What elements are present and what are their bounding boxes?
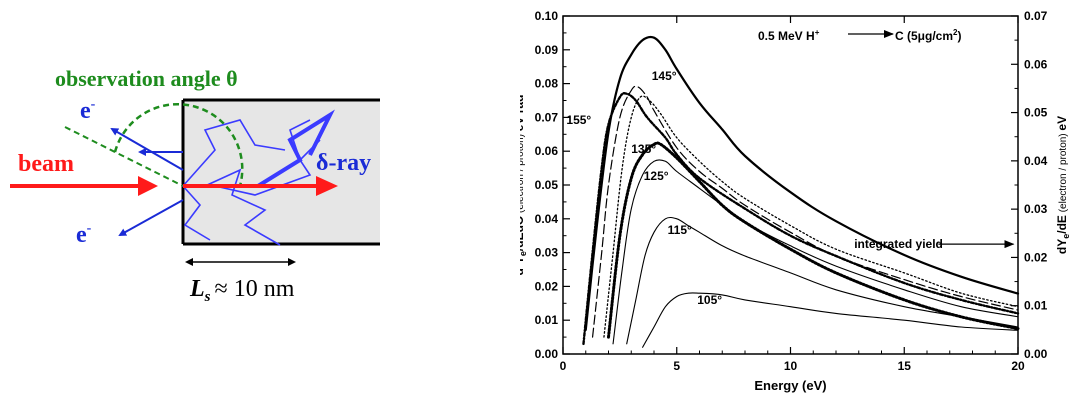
y-left-axis-label: d²Ye/dEdΘ (electron / proton) eV rad <box>520 95 528 276</box>
series-line-155 <box>582 92 1020 346</box>
electron-label-bottom: e- <box>76 221 92 248</box>
delta-ray-label: δ-ray <box>316 150 371 176</box>
y-left-tick-label: 0.09 <box>535 43 559 57</box>
y-left-tick-label: 0.05 <box>535 178 559 192</box>
series-layer <box>582 35 1020 348</box>
observation-angle-label: observation angle θ <box>55 66 238 91</box>
x-tick-label: 5 <box>673 359 680 373</box>
y-right-tick-label: 0.05 <box>1024 106 1048 120</box>
yield-chart: 0 5 10 15 200.000.010.020.030.040.050.060.07… <box>520 9 1071 393</box>
y-left-tick-label: 0.07 <box>535 110 559 124</box>
labels-layer: Energy (eV) d²Ye/dEdΘ (electron / proton)… <box>520 28 1071 393</box>
beam-annotation: 0.5 MeV H+ <box>758 28 820 43</box>
schematic-diagram: observation angle θ e- e- beam δ-ray Ls ≈… <box>10 66 380 305</box>
series-line-unlabeled-3 <box>603 95 1019 338</box>
beam-arrowhead-incoming <box>138 176 158 196</box>
electron-arrow-down <box>118 199 184 236</box>
x-tick-label: 0 <box>560 359 567 373</box>
target-annotation: C (5μg/cm2) <box>895 28 961 43</box>
y-left-tick-label: 0.01 <box>535 313 559 327</box>
y-left-tick-label: 0.08 <box>535 77 559 91</box>
observation-direction-line <box>64 126 184 187</box>
y-right-tick-label: 0.04 <box>1024 154 1048 168</box>
series-line-135 <box>607 141 1020 339</box>
x-tick-label: 10 <box>784 359 798 373</box>
y-right-tick-label: 0.07 <box>1024 9 1048 23</box>
y-left-tick-label: 0.03 <box>535 246 559 260</box>
y-left-tick-label: 0.06 <box>535 144 559 158</box>
y-right-tick-label: 0.01 <box>1024 299 1048 313</box>
beam-arrowhead-through <box>316 176 338 196</box>
delta-ray-track <box>256 109 335 188</box>
y-right-axis-label: dYe/dE (electron / proton) eV <box>1055 116 1071 254</box>
curve-label-125: 125° <box>644 169 669 183</box>
x-axis-label: Energy (eV) <box>754 378 826 393</box>
integrated-yield-label: integrated yield <box>854 237 943 251</box>
electron-arrow-up <box>110 127 184 171</box>
y-left-tick-label: 0.00 <box>535 347 559 361</box>
x-tick-label: 20 <box>1011 359 1025 373</box>
observation-angle-arc <box>113 102 244 187</box>
series-line-105 <box>642 292 1019 348</box>
series-line-125 <box>612 159 1019 345</box>
series-line-integrated yield <box>584 35 1020 331</box>
y-left-tick-label: 0.04 <box>535 212 559 226</box>
curve-label-135: 135° <box>631 142 656 156</box>
axes-layer: 0 5 10 15 200.000.010.020.030.040.050.060.07… <box>535 9 1048 373</box>
y-right-tick-label: 0.00 <box>1024 347 1048 361</box>
x-tick-label: 15 <box>898 359 912 373</box>
curve-label-115: 115° <box>668 223 692 237</box>
y-right-tick-label: 0.03 <box>1024 202 1048 216</box>
y-right-tick-label: 0.06 <box>1024 57 1048 71</box>
curve-label-145: 145° <box>652 69 677 83</box>
y-left-tick-label: 0.02 <box>535 279 559 293</box>
electron-trajectories <box>182 119 321 246</box>
curve-label-155: 155° <box>566 113 591 127</box>
ls-label: Ls ≈ 10 nm <box>189 276 295 305</box>
series-line-115 <box>626 216 1019 345</box>
curve-label-105: 105° <box>697 293 722 307</box>
beam-label: beam <box>18 151 74 177</box>
y-left-tick-label: 0.10 <box>535 9 559 23</box>
y-right-tick-label: 0.02 <box>1024 250 1048 264</box>
electron-label-top: e- <box>80 97 96 124</box>
series-line-145 <box>591 85 1019 338</box>
